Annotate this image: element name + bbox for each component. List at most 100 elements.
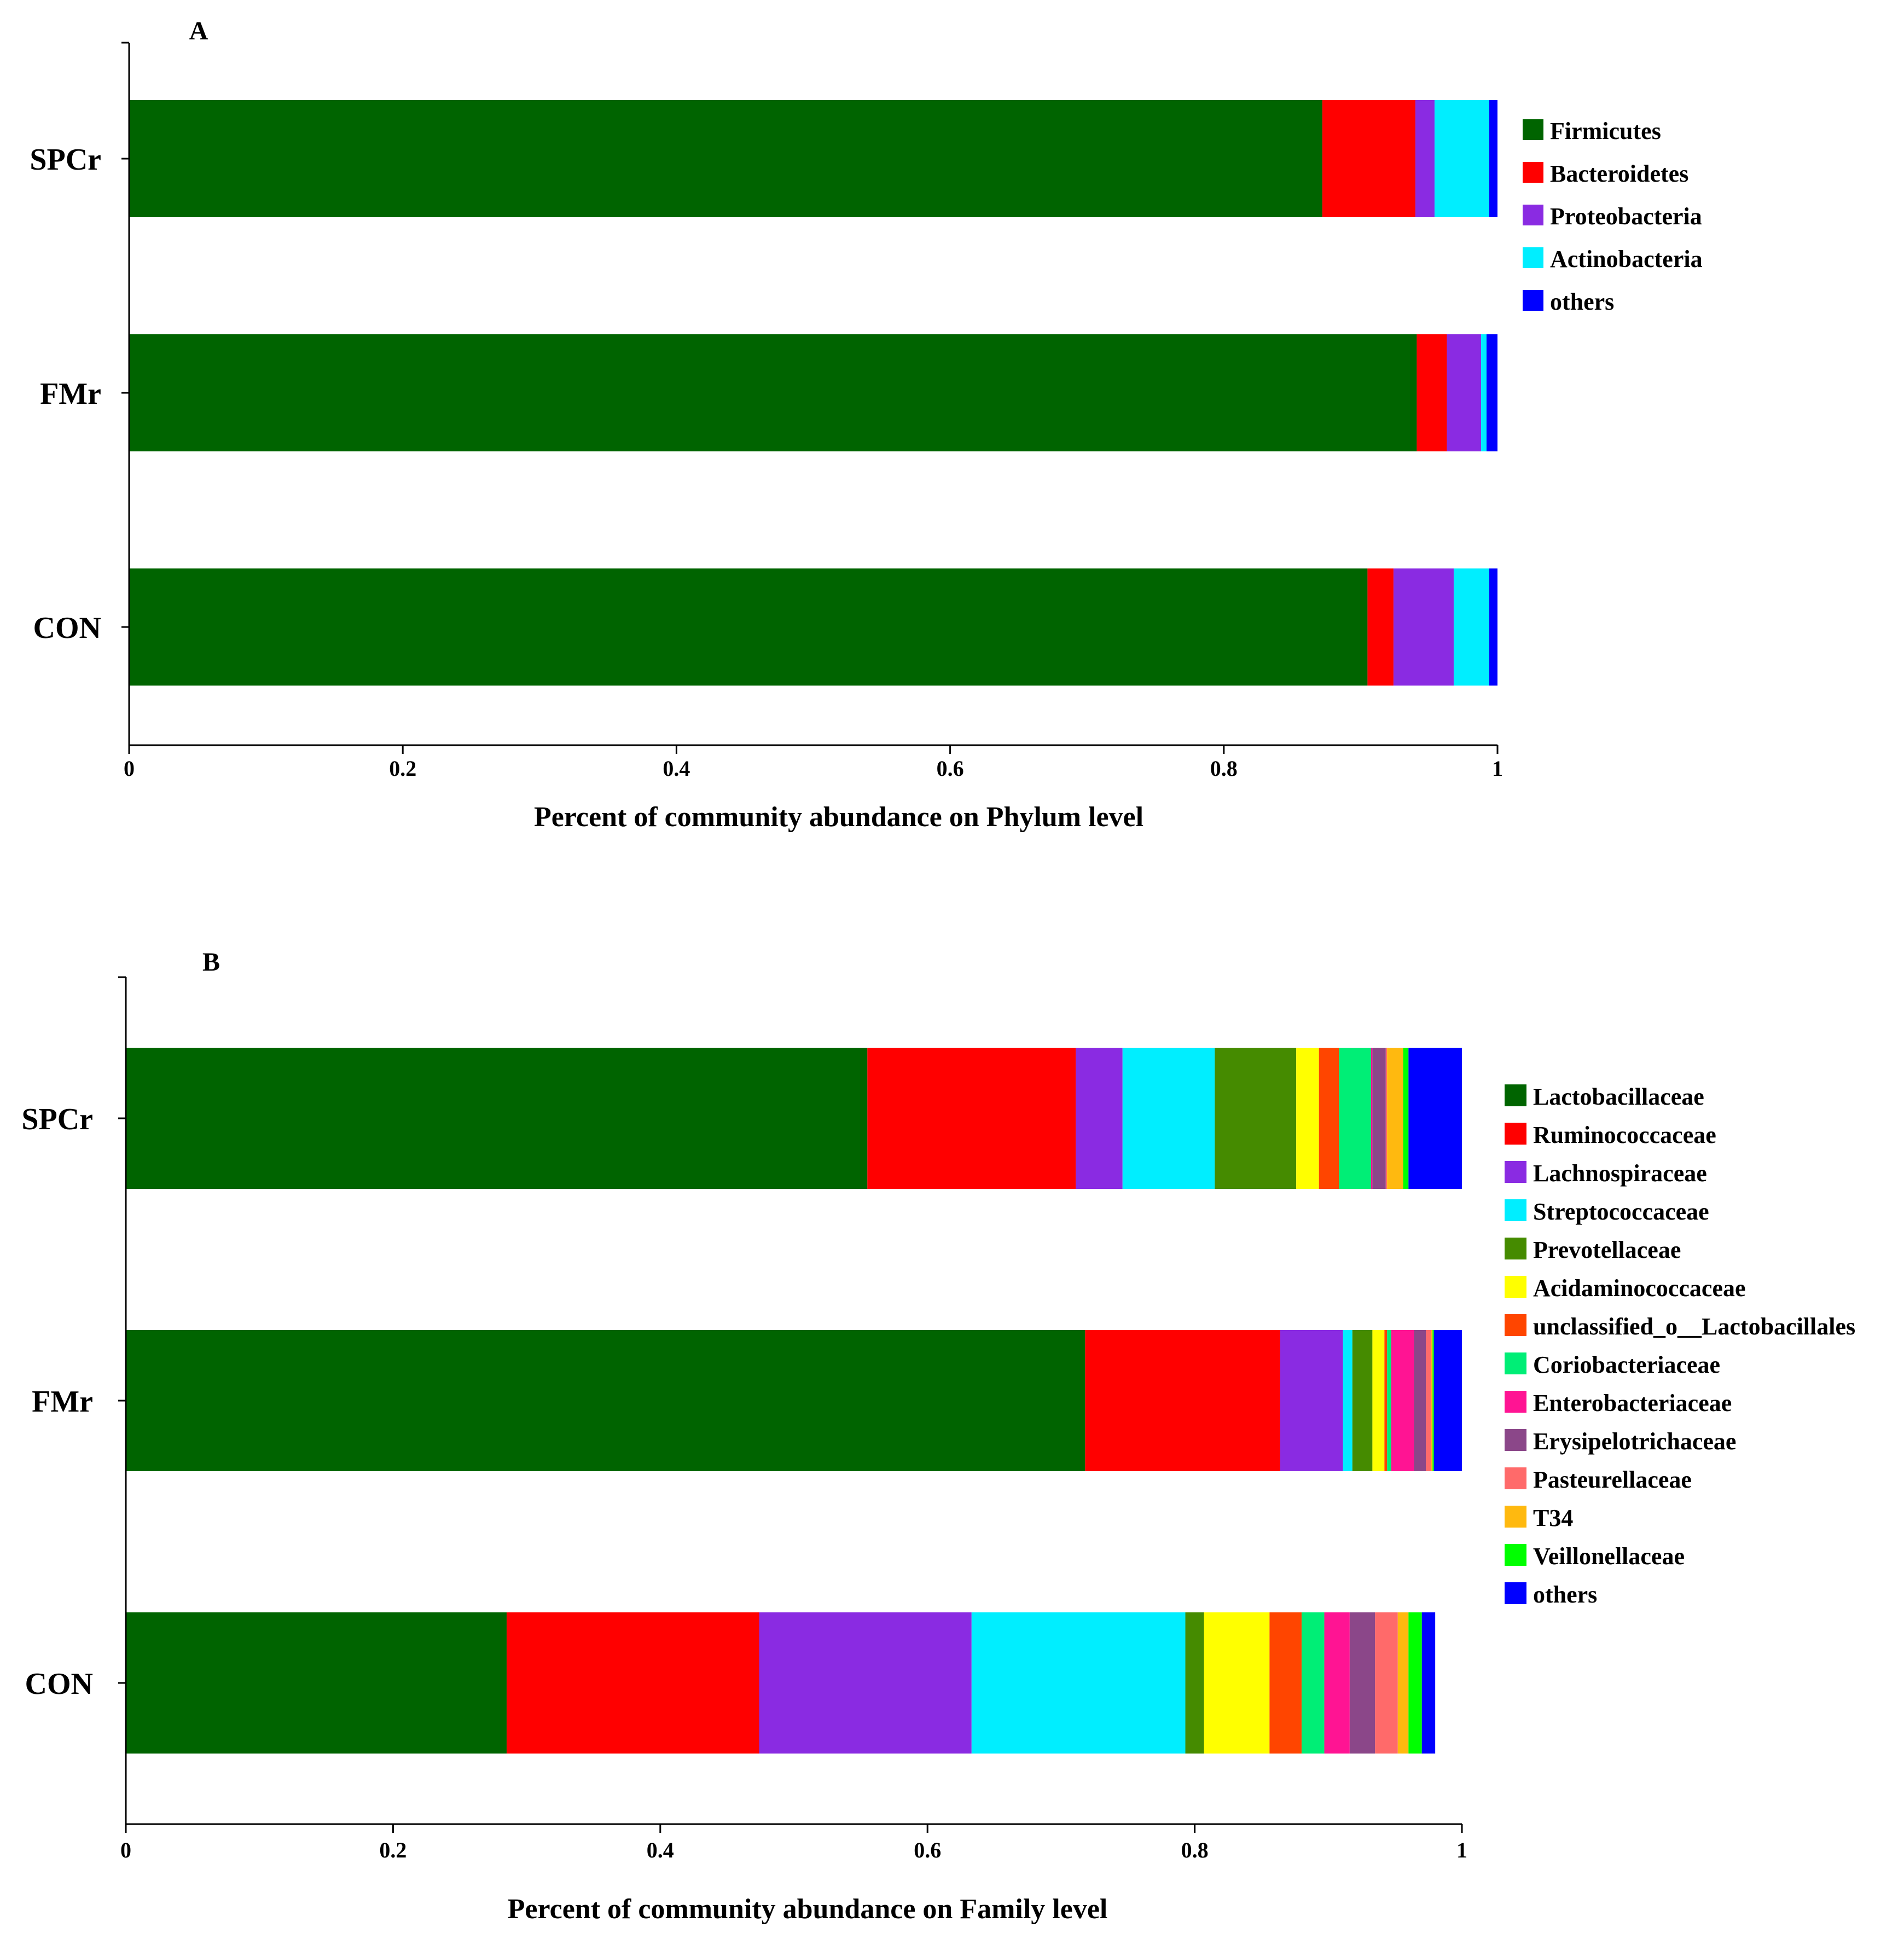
x-tick-label: 1	[1456, 1838, 1467, 1862]
legend-swatch	[1505, 1084, 1526, 1106]
x-tick-label: 0.4	[647, 1838, 674, 1862]
legend-label: others	[1533, 1581, 1597, 1608]
legend-label: Veillonellaceae	[1533, 1543, 1685, 1570]
legend-swatch	[1505, 1467, 1526, 1489]
bar-segment-con-acidaminococcaceae	[1204, 1612, 1270, 1754]
bar-segment-fmr-firmicutes	[129, 334, 1417, 451]
bar-segment-fmr-ruminococcaceae	[1085, 1330, 1280, 1471]
bar-segment-con-bacteroidetes	[1367, 568, 1394, 686]
panel-a: A SPCr FMr CON 0 0.2 0.4 0.6 0.8 1 Percent of comm…	[30, 16, 1702, 833]
x-tick-label: 0.4	[663, 756, 690, 781]
legend-swatch	[1523, 247, 1543, 268]
bar-segment-spcr-coriobacteriaceae	[1339, 1048, 1371, 1189]
bar-segment-fmr-others	[1486, 334, 1497, 451]
bar-segment-fmr-coriobacteriaceae	[1387, 1330, 1391, 1471]
legend-label: Lactobacillaceae	[1533, 1083, 1704, 1110]
legend-swatch	[1523, 205, 1543, 225]
bar-segment-spcr-t34	[1387, 1048, 1403, 1189]
x-axis-title: Percent of community abundance on Phylum…	[534, 802, 1143, 833]
legend-swatch	[1505, 1544, 1526, 1566]
legend-label: Lachnospiraceae	[1533, 1160, 1707, 1187]
bar-segment-con-lachnospiraceae	[759, 1612, 972, 1754]
bar-segment-spcr-lactobacillaceae	[126, 1048, 868, 1189]
bar-segment-fmr-acidaminococcaceae	[1372, 1330, 1385, 1471]
bar-segment-con-erysipelotrichaceae	[1349, 1612, 1375, 1754]
legend-label: Erysipelotrichaceae	[1533, 1428, 1736, 1455]
legend-swatch	[1505, 1238, 1526, 1259]
panel-label: B	[202, 948, 220, 977]
category-label: CON	[25, 1667, 93, 1701]
panel-b: B SPCr FMr CON 0 0.2 0.4 0.6 0.8 1 Percent of comm…	[21, 948, 1855, 1925]
legend-swatch	[1505, 1161, 1526, 1183]
x-axis-title: Percent of community abundance on Family…	[508, 1894, 1108, 1925]
x-tick-label: 0.6	[914, 1838, 941, 1862]
bar-segment-con-actinobacteria	[1453, 568, 1489, 686]
bar-segment-con-enterobacteriaceae	[1324, 1612, 1350, 1754]
legend-label: Ruminococcaceae	[1533, 1122, 1716, 1148]
category-label: FMr	[40, 377, 101, 411]
legend-label: Proteobacteria	[1550, 203, 1702, 230]
bar-segment-fmr-veillonellaceae	[1432, 1330, 1434, 1471]
bar-segment-spcr-enterobacteriaceae	[1371, 1048, 1373, 1189]
legend-swatch	[1505, 1429, 1526, 1451]
bar-segment-con-pasteurellaceae	[1375, 1612, 1398, 1754]
legend-swatch	[1505, 1199, 1526, 1221]
legend-swatch	[1505, 1352, 1526, 1374]
bar-segment-con-streptococcaceae	[971, 1612, 1186, 1754]
bar-segment-con-proteobacteria	[1393, 568, 1454, 686]
bar-segment-fmr-bacteroidetes	[1417, 334, 1447, 451]
bar-segment-spcr-actinobacteria	[1434, 100, 1489, 217]
legend-label: Firmicutes	[1550, 118, 1661, 144]
bar-segment-spcr-acidaminococcaceae	[1296, 1048, 1319, 1189]
x-tick-label: 0.2	[389, 756, 416, 781]
bar-segment-spcr-lachnospiraceae	[1076, 1048, 1123, 1189]
category-label: FMr	[32, 1385, 93, 1419]
category-label: SPCr	[30, 143, 101, 177]
bar-segment-fmr-t34	[1431, 1330, 1433, 1471]
x-tick-label: 0.2	[379, 1838, 407, 1862]
bar-segment-con-ruminococcaceae	[506, 1612, 759, 1754]
x-tick-label: 1	[1492, 756, 1503, 781]
legend-label: Acidaminococcaceae	[1533, 1275, 1746, 1302]
bar-segment-spcr-veillonellaceae	[1403, 1048, 1409, 1189]
legend-label: Coriobacteriaceae	[1533, 1351, 1720, 1378]
legend: Lactobacillaceae Ruminococcaceae Lachnospi…	[1505, 1083, 1855, 1608]
x-tick-label: 0	[120, 1838, 131, 1862]
legend-label: T34	[1533, 1505, 1573, 1531]
legend-swatch	[1505, 1123, 1526, 1145]
bar-segment-con-firmicutes	[129, 568, 1368, 686]
legend-label: Streptococcaceae	[1533, 1198, 1709, 1225]
legend-swatch	[1505, 1582, 1526, 1604]
bar-segment-fmr-actinobacteria	[1481, 334, 1487, 451]
bar-segment-con-unclassified-o-lactobacillales	[1269, 1612, 1302, 1754]
bar-segment-fmr-lachnospiraceae	[1280, 1330, 1343, 1471]
bar-segment-con-t34	[1397, 1612, 1409, 1754]
legend-label: Bacteroidetes	[1550, 160, 1688, 187]
legend-label: Prevotellaceae	[1533, 1236, 1681, 1263]
bar-segment-con-prevotellaceae	[1185, 1612, 1204, 1754]
legend-swatch	[1505, 1391, 1526, 1413]
legend-swatch	[1523, 290, 1543, 311]
bar-segment-fmr-erysipelotrichaceae	[1414, 1330, 1426, 1471]
panel-label: A	[189, 16, 208, 45]
bar-segment-fmr-streptococcaceae	[1343, 1330, 1352, 1471]
bar-segment-spcr-prevotellaceae	[1215, 1048, 1297, 1189]
bar-segment-fmr-pasteurellaceae	[1426, 1330, 1431, 1471]
bar-segment-con-others	[1489, 568, 1497, 686]
bar-segment-spcr-bacteroidetes	[1322, 100, 1415, 217]
bar-segment-spcr-erysipelotrichaceae	[1372, 1048, 1386, 1189]
bar-segment-fmr-others	[1433, 1330, 1462, 1471]
bar-segment-spcr-streptococcaceae	[1122, 1048, 1215, 1189]
bar-segment-spcr-unclassified-o-lactobacillales	[1319, 1048, 1339, 1189]
x-tick-label: 0.8	[1210, 756, 1238, 781]
bar-segment-spcr-ruminococcaceae	[867, 1048, 1076, 1189]
bar-segment-con-veillonellaceae	[1408, 1612, 1422, 1754]
bar-segment-con-others	[1421, 1612, 1436, 1754]
legend-label: unclassified_o__Lactobacillales	[1533, 1313, 1855, 1340]
bar-segment-con-coriobacteriaceae	[1301, 1612, 1325, 1754]
bar-segment-con-lactobacillaceae	[126, 1612, 507, 1754]
legend-swatch	[1505, 1314, 1526, 1336]
bar-segment-fmr-proteobacteria	[1447, 334, 1481, 451]
legend-label: Actinobacteria	[1550, 246, 1703, 272]
